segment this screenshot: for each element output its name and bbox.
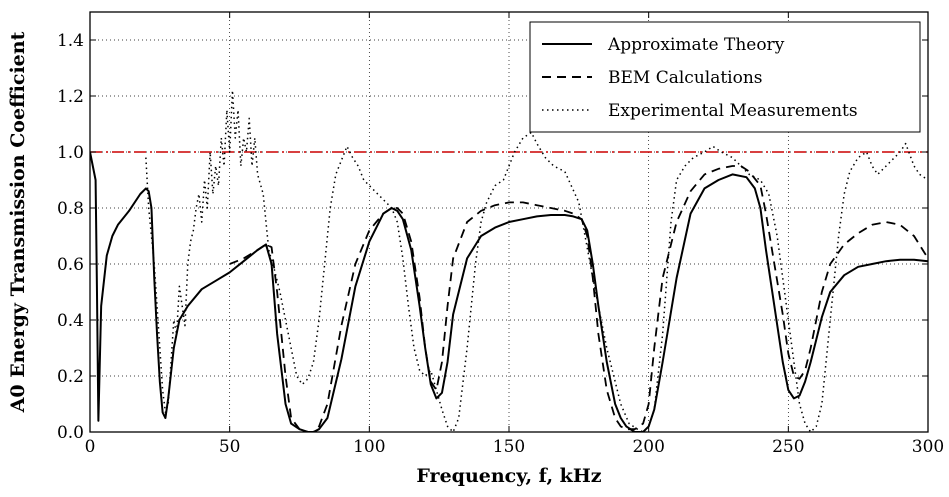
y-tick-label: 1.4	[57, 31, 84, 51]
x-axis-label: Frequency, f, kHz	[416, 465, 601, 487]
series-line-approximate-theory	[90, 151, 928, 432]
legend: Approximate Theory BEM Calculations Expe…	[529, 21, 921, 133]
series-layer	[90, 89, 928, 432]
series-line-bem-calculations	[229, 165, 928, 432]
x-tick-label: 200	[632, 437, 664, 457]
x-tick-label: 150	[493, 437, 525, 457]
y-tick-label: 0.6	[57, 255, 84, 275]
legend-box	[529, 21, 921, 133]
legend-label-experimental-measurements: Experimental Measurements	[608, 101, 858, 121]
y-tick-label: 0.4	[57, 311, 84, 331]
legend-label-approximate-theory: Approximate Theory	[607, 35, 785, 55]
y-tick-label: 0.0	[57, 423, 84, 443]
x-tick-label: 300	[912, 437, 944, 457]
y-axis-label: A0 Energy Transmission Coefficient	[7, 31, 29, 413]
y-tick-label: 0.8	[57, 199, 84, 219]
y-tick-label: 0.2	[57, 367, 84, 387]
y-tick-label: 1.2	[57, 87, 84, 107]
series-line-experimental-measurements	[145, 89, 928, 432]
y-tick-label: 1.0	[57, 143, 84, 163]
tick-labels: 0 50 100 150 200 250 300 0.0 0.2 0.4 0.6 0.8 1.0 1.2 1…	[57, 31, 944, 457]
x-tick-label: 0	[85, 437, 96, 457]
ticks	[89, 12, 929, 433]
legend-label-bem-calculations: BEM Calculations	[608, 68, 763, 88]
x-tick-label: 250	[772, 437, 804, 457]
x-tick-label: 100	[353, 437, 385, 457]
x-tick-label: 50	[219, 437, 241, 457]
